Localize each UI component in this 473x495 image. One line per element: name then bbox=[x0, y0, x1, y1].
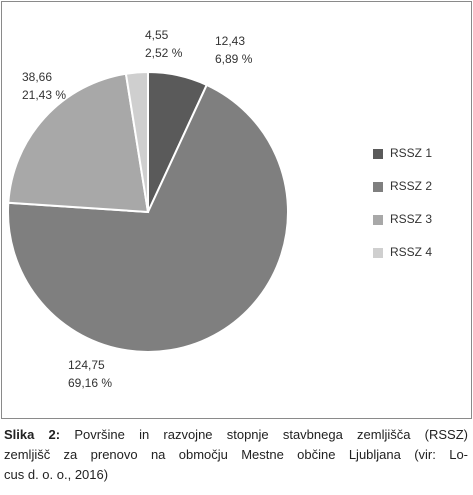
caption: Slika 2: Površine in razvojne stopnje st… bbox=[4, 425, 468, 485]
value-label: 4,55 bbox=[145, 28, 169, 42]
share-label: 69,16 % bbox=[68, 376, 112, 390]
chart: 12,43 6,89 % 124,75 69,16 % 38,66 21,43 % 4,55… bbox=[7, 28, 432, 390]
share-label: 21,43 % bbox=[22, 88, 66, 102]
pie-slice bbox=[7, 83, 289, 353]
legend-label: RSSZ 3 bbox=[390, 212, 432, 226]
legend-swatch bbox=[373, 215, 383, 225]
caption-line: Slika 2: Površine in razvojne stopnje st… bbox=[4, 425, 468, 445]
legend-label: RSSZ 1 bbox=[390, 146, 432, 160]
pie-slice bbox=[124, 70, 149, 213]
value-label: 12,43 bbox=[215, 34, 245, 48]
legend-swatch bbox=[373, 182, 383, 192]
value-label: 38,66 bbox=[22, 70, 52, 84]
chart-frame: 12,43 6,89 % 124,75 69,16 % 38,66 21,43 % 4,55… bbox=[1, 1, 472, 419]
caption-label: Slika 2: bbox=[4, 427, 61, 442]
legend-swatch bbox=[373, 149, 383, 159]
share-label: 2,52 % bbox=[145, 46, 183, 60]
value-label: 124,75 bbox=[68, 358, 105, 372]
caption-line: cus d. o. o., 2016) bbox=[4, 467, 109, 482]
share-label: 6,89 % bbox=[215, 52, 253, 66]
legend-label: RSSZ 2 bbox=[390, 179, 432, 193]
legend-swatch bbox=[373, 248, 383, 258]
caption-line: zemljišč za prenovo na območju Mestne ob… bbox=[4, 447, 468, 462]
legend-label: RSSZ 4 bbox=[390, 245, 432, 259]
pie-slice bbox=[7, 72, 150, 214]
caption-text: Površine in razvojne stopnje stavbnega z… bbox=[74, 427, 468, 442]
